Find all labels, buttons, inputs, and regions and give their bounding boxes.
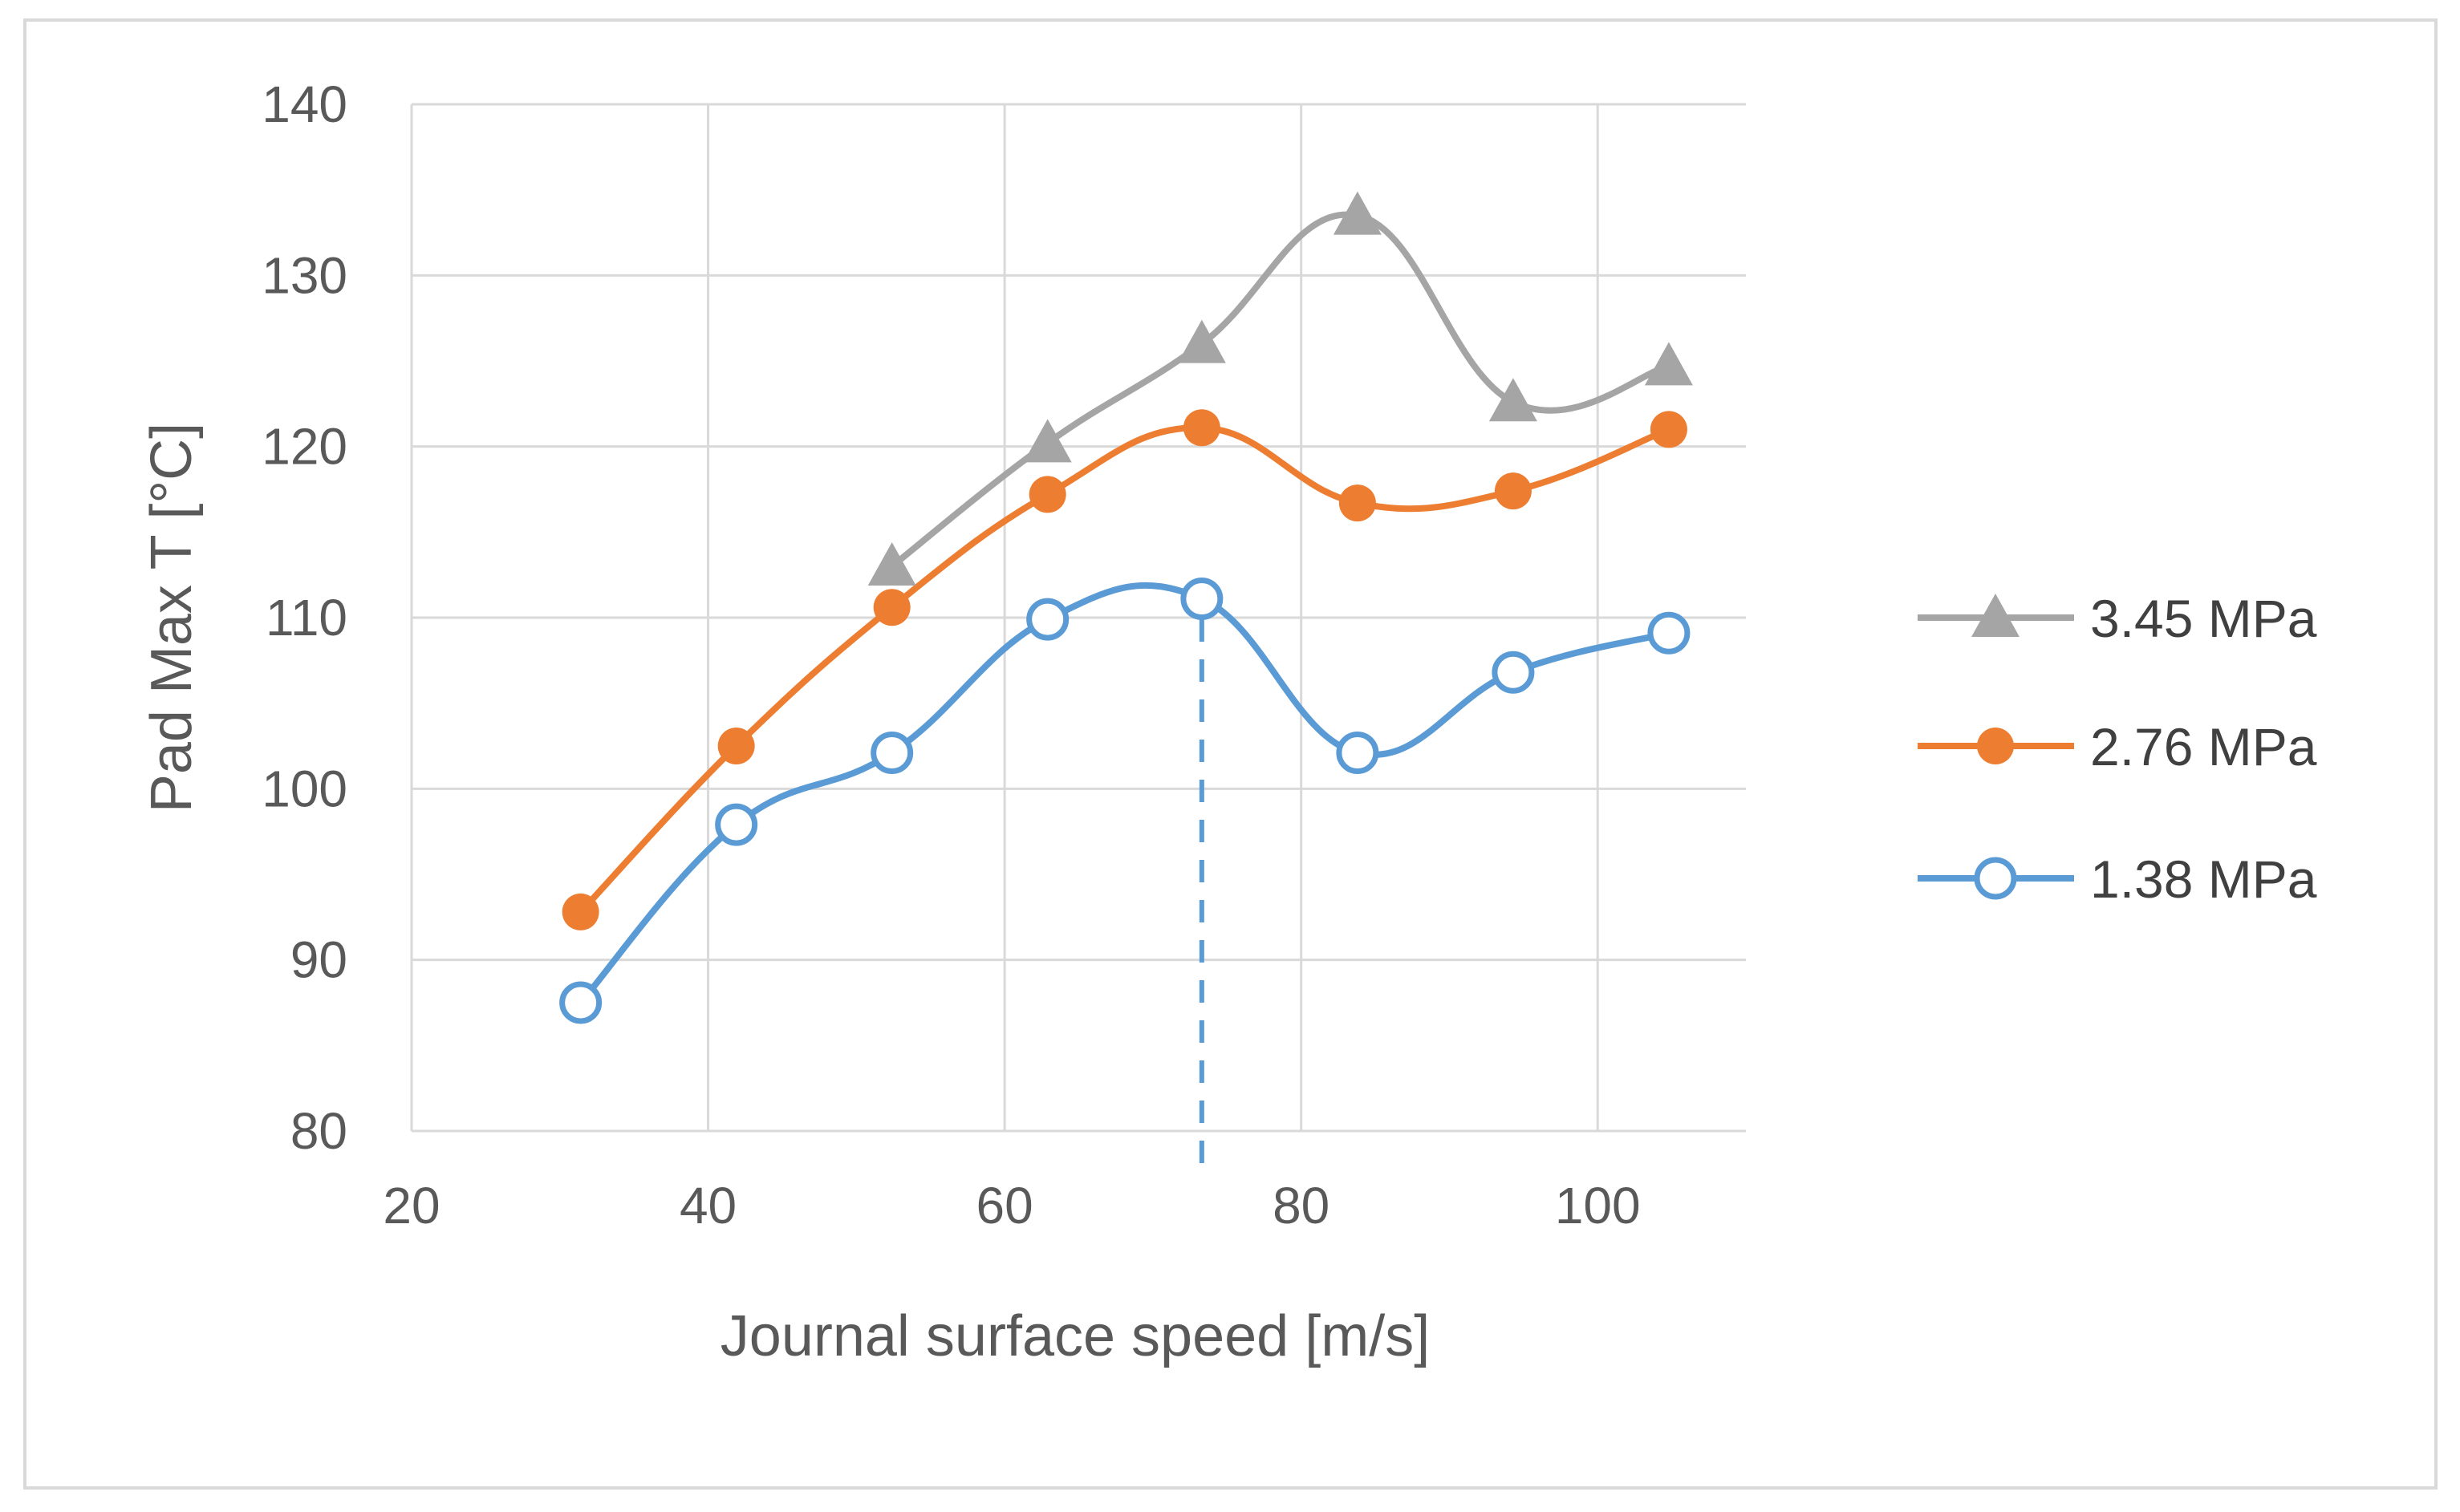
y-tick-label: 80 <box>290 1102 347 1160</box>
data-point-3-45-mpa <box>867 542 916 586</box>
data-point-2-76-mpa <box>1494 472 1532 510</box>
data-point-2-76-mpa <box>1183 409 1220 447</box>
y-tick-label: 140 <box>262 75 347 133</box>
data-point-3-45-mpa <box>1644 342 1693 386</box>
grid <box>410 103 1746 1133</box>
data-point-3-45-mpa <box>1023 419 1072 463</box>
data-point-1-38-mpa <box>871 732 914 775</box>
legend-label-3-45-mpa: 3.45 MPa <box>2090 589 2317 648</box>
data-point-2-76-mpa <box>562 893 599 930</box>
data-point-1-38-mpa <box>1026 598 1070 641</box>
data-point-1-38-mpa <box>559 981 603 1024</box>
data-point-2-76-mpa <box>1029 476 1066 513</box>
y-tick-label: 130 <box>262 246 347 304</box>
y-tick-label: 100 <box>262 760 347 817</box>
y-axis-title: Pad Max T [°C] <box>140 423 204 813</box>
data-point-3-45-mpa <box>1333 191 1382 235</box>
y-tick-label: 120 <box>262 418 347 476</box>
x-tick-label: 20 <box>383 1177 440 1234</box>
legend: 3.45 MPa 2.76 MPa 1.38 MPa <box>1918 589 2317 909</box>
axis-labels: 80 90 100 110 120 130 140 20 40 60 80 100 <box>262 75 1640 1234</box>
x-tick-label: 40 <box>680 1177 737 1234</box>
legend-marker-2-76-mpa <box>1977 728 2014 764</box>
y-tick-label: 90 <box>290 931 347 989</box>
chart-frame <box>23 18 2438 1490</box>
data-point-1-38-mpa <box>1180 578 1224 621</box>
data-point-1-38-mpa <box>1647 611 1691 655</box>
data-point-3-45-mpa <box>1488 378 1537 422</box>
data-point-2-76-mpa <box>873 589 911 626</box>
x-tick-label: 60 <box>976 1177 1033 1234</box>
data-point-2-76-mpa <box>1650 411 1687 448</box>
legend-label-2-76-mpa: 2.76 MPa <box>2090 717 2317 776</box>
legend-marker-1-38-mpa <box>1974 857 2017 900</box>
data-point-3-45-mpa <box>1177 319 1226 363</box>
data-point-2-76-mpa <box>717 728 755 764</box>
x-tick-label: 100 <box>1555 1177 1641 1234</box>
x-tick-label: 80 <box>1273 1177 1329 1234</box>
x-axis-title: Journal surface speed [m/s] <box>721 1304 1430 1368</box>
legend-marker-3-45-mpa <box>1971 594 2020 637</box>
legend-label-1-38-mpa: 1.38 MPa <box>2090 849 2317 909</box>
y-tick-label: 110 <box>266 589 347 647</box>
markers-group <box>559 191 1693 1024</box>
data-point-2-76-mpa <box>1338 484 1376 522</box>
data-point-1-38-mpa <box>1492 651 1535 694</box>
data-point-1-38-mpa <box>1336 732 1379 775</box>
data-point-1-38-mpa <box>715 803 758 846</box>
